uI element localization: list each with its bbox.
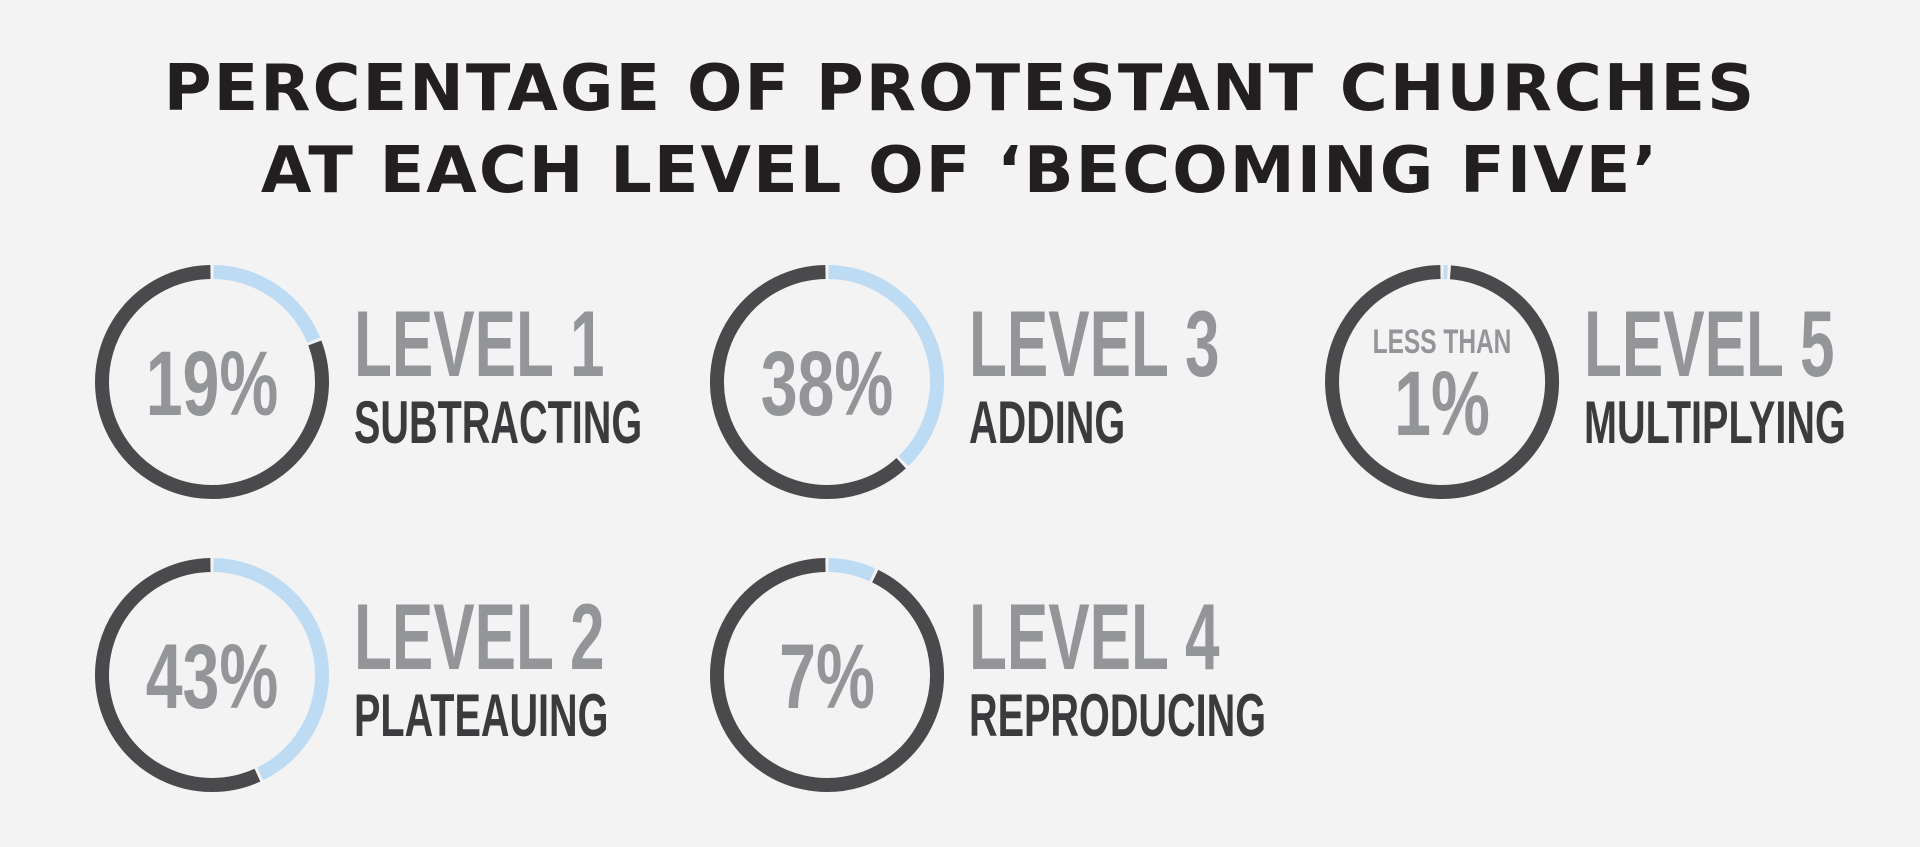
donut-slice-highlight-3 xyxy=(828,265,944,467)
donut-slice-remainder-3 xyxy=(710,265,906,499)
level-5-donut xyxy=(1325,265,1560,499)
level-4-name: REPRODUCING xyxy=(969,682,1267,749)
level-2-donut xyxy=(95,558,329,792)
donut-slice-remainder-5 xyxy=(1325,265,1560,499)
level-4-percent: 7% xyxy=(779,626,875,728)
donut-slice-remainder-1 xyxy=(95,265,329,499)
donut-slice-highlight-4 xyxy=(828,558,876,582)
level-4-title: LEVEL 4 xyxy=(969,584,1220,689)
level-3-percent: 38% xyxy=(760,333,894,435)
level-3-name: ADDING xyxy=(969,389,1126,456)
level-2-item: 43% LEVEL 2 PLATEAUING xyxy=(92,555,692,805)
donut-slice-highlight-1 xyxy=(213,265,321,343)
level-1-name: SUBTRACTING xyxy=(354,389,643,456)
level-1-donut xyxy=(95,265,329,499)
title-line-1: PERCENTAGE OF PROTESTANT CHURCHES xyxy=(163,52,1757,126)
level-3-donut xyxy=(710,265,944,499)
level-3-title: LEVEL 3 xyxy=(969,291,1220,396)
level-1-title: LEVEL 1 xyxy=(354,291,605,396)
donut-slice-remainder-4 xyxy=(710,558,944,792)
level-5-percent-prefix: LESS THAN xyxy=(1372,323,1512,361)
donut-slice-highlight-2 xyxy=(213,558,329,781)
level-4-donut xyxy=(710,558,944,792)
donut-slice-remainder-2 xyxy=(95,558,261,792)
title-line-2: AT EACH LEVEL OF ‘BECOMING FIVE’ xyxy=(260,134,1660,208)
level-4-item: 7% LEVEL 4 REPRODUCING xyxy=(707,555,1307,805)
level-2-title: LEVEL 2 xyxy=(354,584,605,689)
level-5-name: MULTIPLYING xyxy=(1584,389,1846,456)
level-5-percent: 1% xyxy=(1394,353,1490,455)
level-5-item: LESS THAN 1% LEVEL 5 MULTIPLYING xyxy=(1322,262,1920,512)
level-5-title: LEVEL 5 xyxy=(1584,291,1835,396)
chart-title: PERCENTAGE OF PROTESTANT CHURCHES AT EAC… xyxy=(0,48,1920,212)
level-2-percent: 43% xyxy=(145,626,279,728)
level-1-percent: 19% xyxy=(145,333,279,435)
level-1-item: 19% LEVEL 1 SUBTRACTING xyxy=(92,262,692,512)
level-3-item: 38% LEVEL 3 ADDING xyxy=(707,262,1307,512)
level-2-name: PLATEAUING xyxy=(354,682,609,749)
